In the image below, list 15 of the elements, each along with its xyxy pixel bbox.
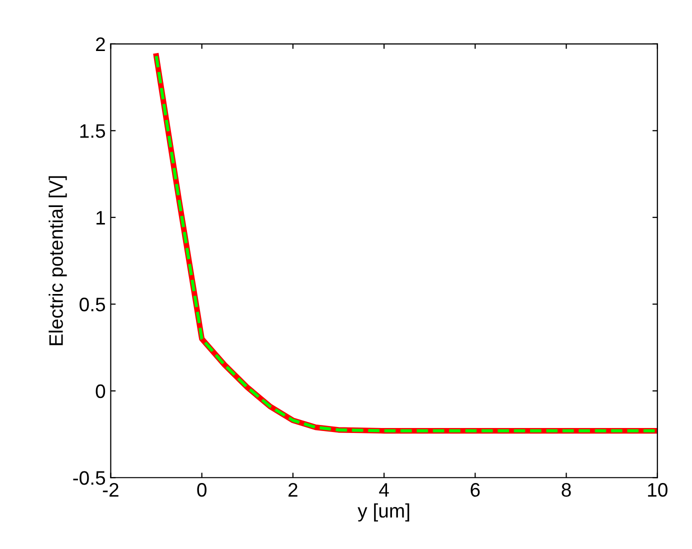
y-tick-label: -0.5 [73, 471, 106, 485]
x-tick-label: 2 [288, 483, 298, 497]
y-tick-label: 0 [96, 384, 106, 398]
y-tick-label: 2 [96, 37, 105, 51]
y-axis-title: Electric potential [V] [48, 176, 67, 346]
y-tick-label: 1.5 [80, 124, 106, 138]
x-tick-label: 10 [648, 483, 668, 497]
y-tick-label: 1 [96, 211, 105, 224]
x-axis-title: y [um] [358, 503, 410, 522]
x-tick-label: 8 [562, 483, 571, 497]
x-tick-label: 0 [197, 483, 206, 497]
x-tick-label: 4 [379, 483, 389, 497]
x-tick-label: 6 [470, 483, 480, 497]
x-tick-label: -2 [102, 483, 118, 497]
y-tick-label: 0.5 [80, 298, 106, 312]
